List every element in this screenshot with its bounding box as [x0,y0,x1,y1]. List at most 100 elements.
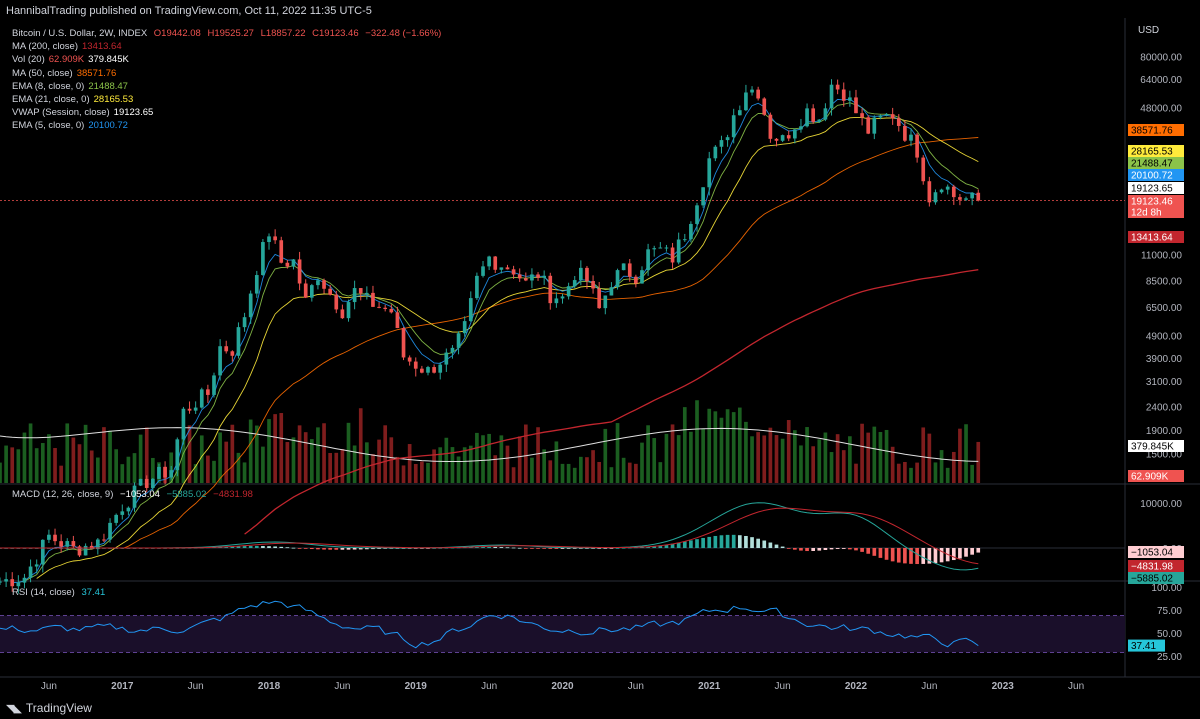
volume-bar [658,462,663,483]
macd-histogram-bar [750,537,754,548]
volume-bar [383,425,388,483]
legend-value-2: 379.845K [88,54,129,66]
macd-histogram-bar [242,546,247,548]
candle-body [242,317,247,328]
axes: Jun 2017 Jun 2018 Jun 2019 Jun 2020 Jun 2021 Jun 20… [41,25,1184,692]
legend-vwap[interactable]: VWAP (Session, close) 19123.65 [12,106,441,119]
y-tick-label: 3100.00 [1146,377,1183,388]
legend-ema21[interactable]: EMA (21, close, 0) 28165.53 [12,93,441,106]
macd-histogram-bar [554,548,559,549]
volume-bar [909,467,913,483]
macd-histogram-bar [731,534,736,548]
volume-bar [120,464,125,483]
macd-histogram-bar [927,548,932,564]
macd-histogram-bar [358,548,363,550]
candle-body [267,236,271,243]
volume-bar [517,436,522,483]
candle-body [603,295,608,309]
volume-bar [28,423,33,483]
price-tag [1128,169,1184,181]
macd-histogram-bar [768,542,773,548]
price-tag [1128,572,1184,584]
candle-body [395,312,400,329]
candle-body [224,346,229,352]
macd-histogram-bar [786,548,791,549]
volume-bar [976,441,981,483]
price-tag [1128,470,1184,482]
macd-histogram-bar [585,548,589,549]
price-tag [1128,145,1184,157]
rsi-legend[interactable]: RSI (14, close) 37.41 [12,587,105,598]
legend-ma50[interactable]: MA (50, close) 38571.76 [12,67,441,80]
candle-body [456,333,461,348]
volume-bar [817,439,822,483]
volume-bar [322,423,326,483]
y-tick-label: 1900.00 [1146,426,1183,437]
candle-body [707,158,712,188]
volume-bar [682,407,687,483]
candle-body [163,466,167,478]
volume-bar [933,462,938,483]
volume-bar [841,450,846,483]
candle-body [872,117,877,134]
candle-body [132,485,137,508]
volume-bar [267,419,271,483]
macd-histogram-bar [646,546,650,548]
ema21-line [36,116,979,579]
candle-body [933,192,938,203]
volume-bar [786,420,791,483]
volume-bar [254,425,259,483]
candle-body [860,113,864,118]
legend-ema8[interactable]: EMA (8, close, 0) 21488.47 [12,80,441,93]
volume-bar [970,464,974,483]
legend-value: 62.909K [48,54,85,66]
macd-histogram-bar [340,548,345,550]
candle-body [640,270,644,284]
macd-histogram-bar [682,541,687,548]
volume-bar [896,463,901,483]
y-tick-label: 1500.00 [1146,449,1183,460]
volume-bar [805,427,809,483]
macd-legend[interactable]: MACD (12, 26, close, 9) −1053.04 −5885.0… [12,489,253,500]
volume-bar [248,419,253,483]
legend-vol[interactable]: Vol (20) 62.909K 379.845K [12,53,441,66]
macd-histogram-bar [689,540,693,548]
volume-bar [462,447,467,483]
volume-bar [646,425,650,483]
candle-body [77,546,82,556]
candle-body [841,89,846,101]
tradingview-logo[interactable]: ◥◣ TradingView [6,701,92,715]
legend-ma200[interactable]: MA (200, close) 13413.64 [12,40,441,53]
volume-bar [560,463,565,483]
volume-bar [609,467,614,483]
legend-label: EMA (21, close, 0) [12,93,90,105]
candle-body [713,146,718,159]
candle-body [401,328,406,358]
macd-histogram-bar [878,548,883,558]
macd-histogram-bar [542,548,546,549]
candle-body [47,534,51,540]
candle-body [890,114,895,119]
candle-body [609,287,614,296]
legend-ema5[interactable]: EMA (5, close, 0) 20100.72 [12,119,441,132]
macd-histogram-bar [884,548,889,560]
volume-bar [138,434,143,483]
candle-body [511,269,516,275]
x-tick-label: 2018 [258,681,281,692]
macd-histogram-bar [860,548,864,552]
macd-histogram-bar [896,548,901,563]
symbol-legend-row[interactable]: Bitcoin / U.S. Dollar, 2W, INDEX O19442.… [12,27,441,40]
candle-body [352,288,357,303]
volume-bar [725,409,730,483]
y-tick-label: 6500.00 [1146,303,1183,314]
volume-bar [224,441,229,483]
macd-histogram-bar [475,546,479,548]
candle-body [554,298,559,304]
volume-bar [65,423,70,483]
price-tag [1128,206,1184,218]
macd-histogram-bar [799,548,803,551]
macd-histogram-bar [432,547,436,549]
volume-bar [365,442,369,483]
candle-body [261,242,265,276]
